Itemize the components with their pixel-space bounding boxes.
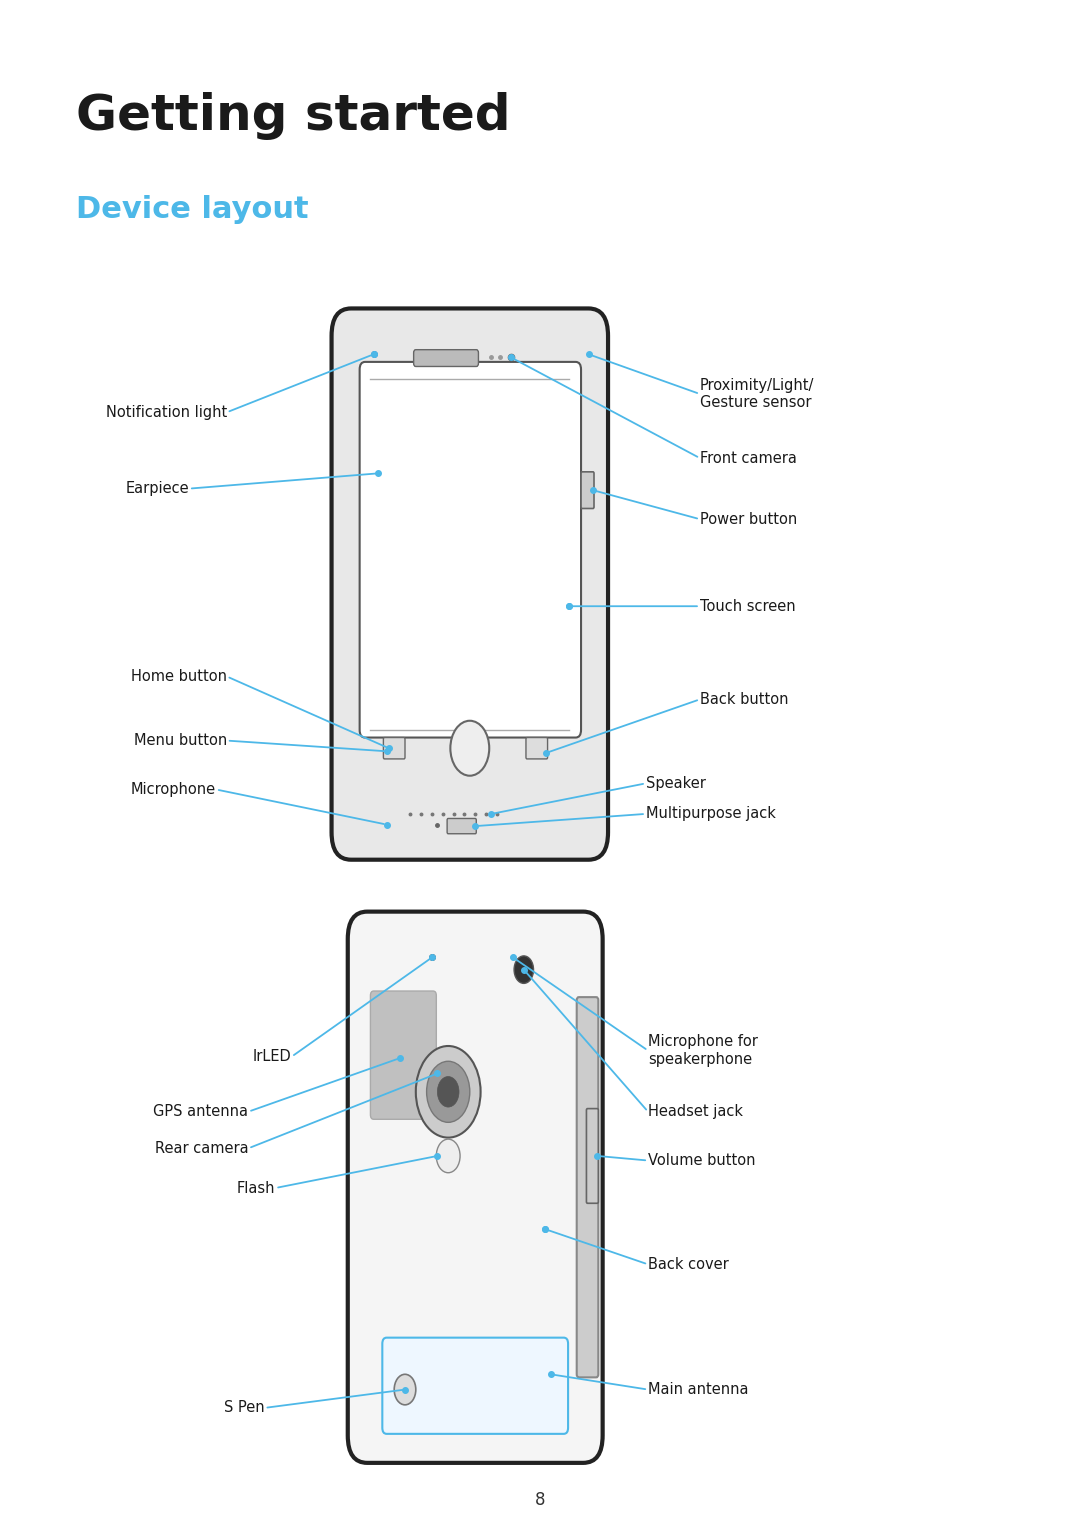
FancyBboxPatch shape xyxy=(581,472,594,508)
Text: Earpiece: Earpiece xyxy=(125,481,189,496)
FancyBboxPatch shape xyxy=(383,738,405,759)
Text: IrLED: IrLED xyxy=(253,1049,292,1064)
FancyBboxPatch shape xyxy=(586,1109,598,1203)
Circle shape xyxy=(394,1374,416,1405)
FancyBboxPatch shape xyxy=(447,818,476,834)
Circle shape xyxy=(437,1077,459,1107)
FancyBboxPatch shape xyxy=(526,738,548,759)
Text: GPS antenna: GPS antenna xyxy=(153,1104,248,1119)
Text: Microphone for
speakerphone: Microphone for speakerphone xyxy=(648,1034,758,1067)
Text: Back cover: Back cover xyxy=(648,1257,729,1272)
Text: Proximity/Light/
Gesture sensor: Proximity/Light/ Gesture sensor xyxy=(700,377,814,411)
Circle shape xyxy=(514,956,534,983)
Text: S Pen: S Pen xyxy=(224,1400,265,1416)
Circle shape xyxy=(416,1046,481,1138)
FancyBboxPatch shape xyxy=(382,1338,568,1434)
Text: Back button: Back button xyxy=(700,692,788,707)
Text: Rear camera: Rear camera xyxy=(154,1141,248,1156)
Text: Getting started: Getting started xyxy=(76,92,510,139)
FancyBboxPatch shape xyxy=(332,308,608,860)
Text: Multipurpose jack: Multipurpose jack xyxy=(646,806,775,822)
Circle shape xyxy=(427,1061,470,1122)
Text: Power button: Power button xyxy=(700,512,797,527)
Text: Flash: Flash xyxy=(237,1180,275,1196)
Text: Front camera: Front camera xyxy=(700,450,797,466)
Text: Device layout: Device layout xyxy=(76,195,308,224)
Text: Main antenna: Main antenna xyxy=(648,1382,748,1397)
FancyBboxPatch shape xyxy=(370,991,436,1119)
Text: Headset jack: Headset jack xyxy=(648,1104,743,1119)
Text: Speaker: Speaker xyxy=(646,776,705,791)
Text: Microphone: Microphone xyxy=(131,782,216,797)
FancyBboxPatch shape xyxy=(577,997,598,1377)
Circle shape xyxy=(436,1139,460,1173)
Text: 8: 8 xyxy=(535,1490,545,1509)
FancyBboxPatch shape xyxy=(360,362,581,738)
FancyBboxPatch shape xyxy=(414,350,478,366)
Text: Touch screen: Touch screen xyxy=(700,599,796,614)
Text: Notification light: Notification light xyxy=(106,405,227,420)
FancyBboxPatch shape xyxy=(348,912,603,1463)
Text: Menu button: Menu button xyxy=(134,733,227,748)
Text: Volume button: Volume button xyxy=(648,1153,756,1168)
Circle shape xyxy=(450,721,489,776)
Text: Home button: Home button xyxy=(131,669,227,684)
